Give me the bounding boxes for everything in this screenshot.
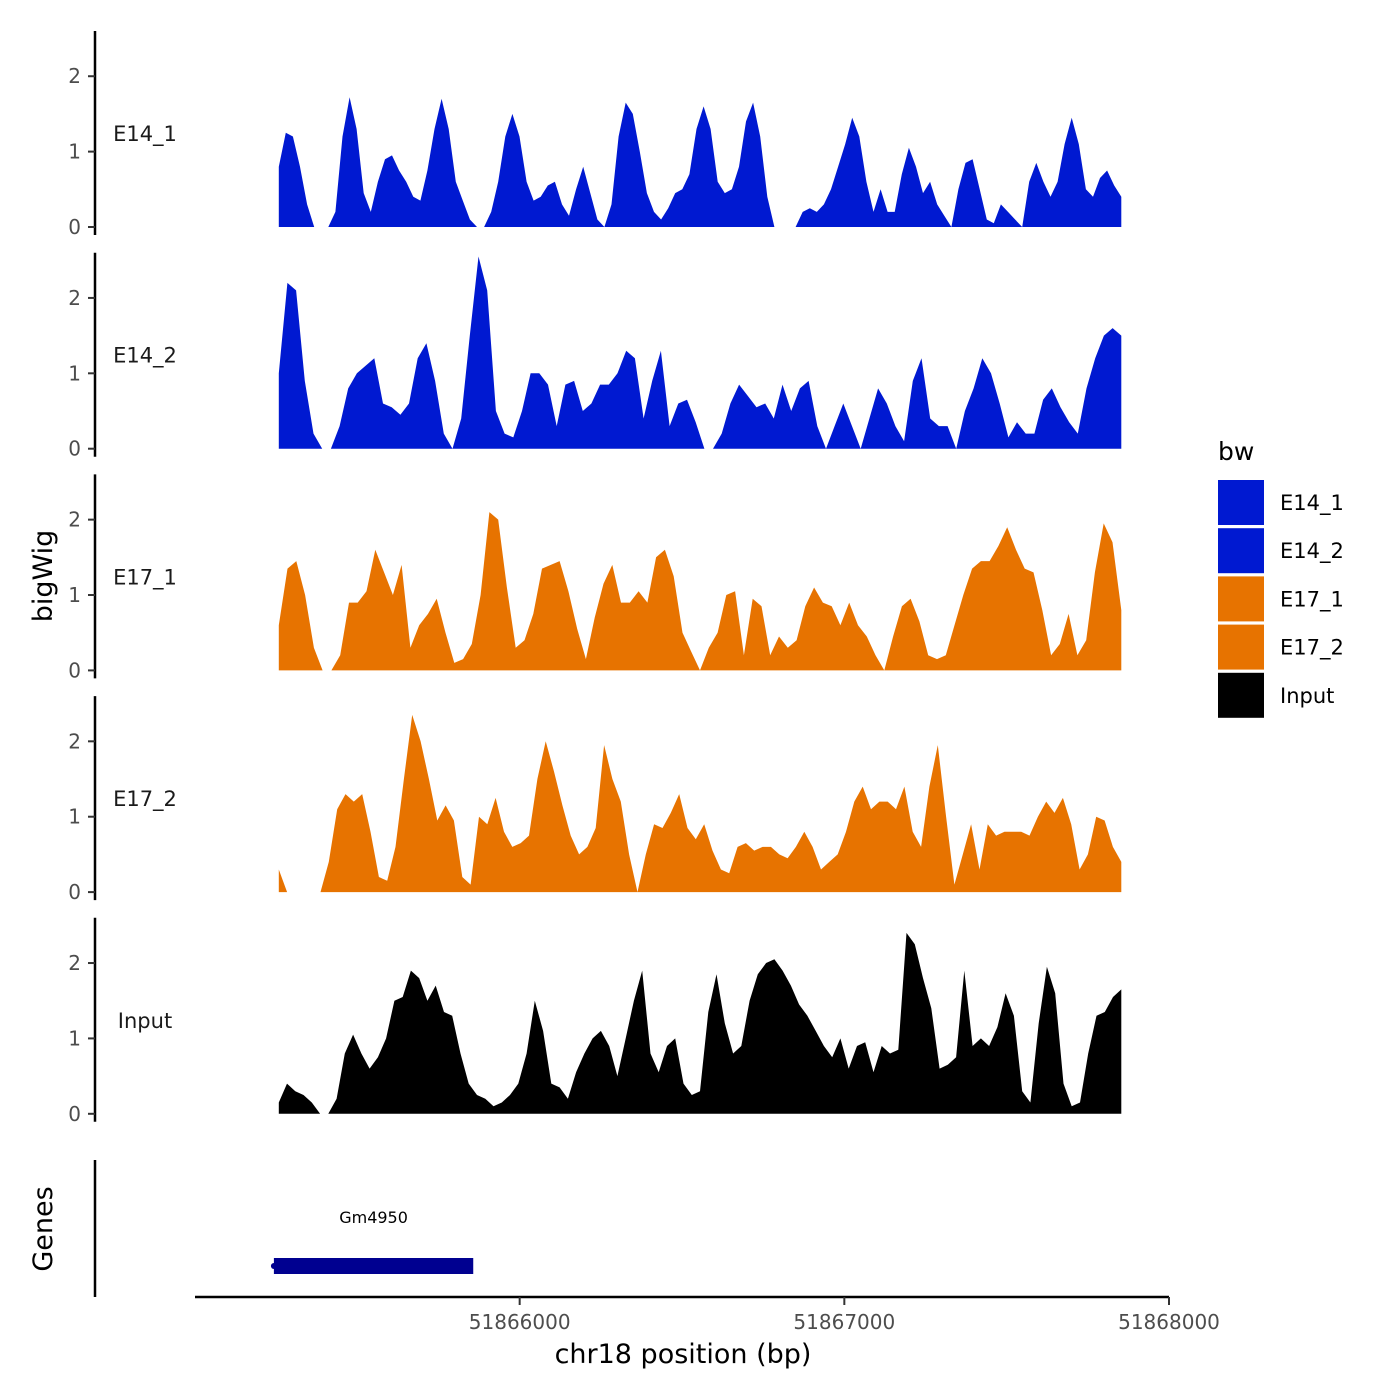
y-tick-label: 2	[68, 64, 81, 88]
y-tick-label: 1	[68, 361, 81, 385]
y-tick-label: 0	[68, 880, 81, 904]
legend-title: bw	[1218, 437, 1254, 466]
coverage-area-E17_2	[278, 714, 1122, 893]
y-tick-label: 2	[68, 951, 81, 975]
track-panel-E14_1: 0 1 2 E14_1	[68, 31, 1122, 239]
y-tick-label: 2	[68, 508, 81, 532]
track-panel-Input: 0 1 2 Input	[68, 917, 1122, 1126]
coverage-area-Input	[278, 932, 1122, 1114]
y-tick-label: 2	[68, 729, 81, 753]
legend-label-E17_2: E17_2	[1280, 636, 1344, 661]
track-label-E17_2: E17_2	[113, 787, 177, 812]
coverage-area-E17_1	[278, 512, 1122, 671]
gene-label-Gm4950: Gm4950	[339, 1208, 408, 1227]
legend: bw E14_1 E14_2 E17_1 E17_2 Input	[1218, 437, 1344, 718]
legend-label-Input: Input	[1280, 684, 1334, 708]
legend-key-Input	[1218, 672, 1264, 718]
x-tick-label: 51866000	[469, 1310, 571, 1334]
legend-label-E14_2: E14_2	[1280, 539, 1344, 564]
track-label-E17_1: E17_1	[113, 565, 177, 590]
track-panel-E14_2: 0 1 2 E14_2	[68, 252, 1122, 461]
x-tick-label: 51867000	[793, 1310, 895, 1334]
genes-axis-title: Genes	[28, 1186, 59, 1271]
y-tick-label: 1	[68, 140, 81, 164]
legend-key-E14_1	[1218, 480, 1264, 525]
y-tick-label: 1	[68, 583, 81, 607]
x-axis-title: chr18 position (bp)	[555, 1339, 812, 1370]
y-tick-label: 2	[68, 286, 81, 310]
y-tick-label: 1	[68, 1026, 81, 1050]
y-tick-label: 0	[68, 658, 81, 682]
track-label-Input: Input	[118, 1009, 172, 1033]
x-axis: chr18 position (bp) 51866000 51867000 5186…	[195, 1295, 1220, 1370]
legend-key-E17_1	[1218, 576, 1264, 622]
y-tick-label: 1	[68, 805, 81, 829]
y-tick-label: 0	[68, 1102, 81, 1126]
track-label-E14_2: E14_2	[113, 344, 177, 369]
track-panel-E17_1: 0 1 2 E17_1	[68, 474, 1122, 682]
genes-panel: Genes Gm4950	[28, 1160, 474, 1297]
y-tick-label: 0	[68, 215, 81, 239]
legend-label-E14_1: E14_1	[1280, 491, 1344, 516]
coverage-area-E14_2	[278, 256, 1122, 449]
legend-key-E14_2	[1218, 528, 1264, 574]
y-axis-title: bigWig	[28, 530, 59, 623]
gene-start-marker	[270, 1263, 277, 1269]
track-label-E14_1: E14_1	[113, 122, 177, 147]
track-panels: 0 1 2 E14_1 0 1 2 E14_2 0 1 2 E17_1 0 1 2 E17_2 0 1 2 Input	[68, 31, 1122, 1126]
track-panel-E17_2: 0 1 2 E17_2	[68, 696, 1122, 904]
coverage-area-E14_1	[278, 97, 1122, 227]
x-tick-label: 51868000	[1118, 1310, 1220, 1334]
gene-bar-Gm4950	[273, 1258, 474, 1274]
legend-label-E17_1: E17_1	[1280, 587, 1344, 612]
y-tick-label: 0	[68, 437, 81, 461]
legend-key-E17_2	[1218, 624, 1264, 670]
